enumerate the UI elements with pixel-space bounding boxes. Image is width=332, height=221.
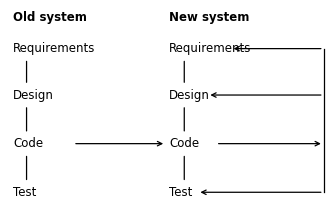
Text: Test: Test <box>13 186 37 199</box>
Text: Requirements: Requirements <box>169 42 252 55</box>
Text: Design: Design <box>169 89 210 101</box>
Text: Code: Code <box>169 137 200 150</box>
Text: Requirements: Requirements <box>13 42 96 55</box>
Text: Design: Design <box>13 89 54 101</box>
Text: Code: Code <box>13 137 43 150</box>
Text: Old system: Old system <box>13 11 87 24</box>
Text: Test: Test <box>169 186 193 199</box>
Text: New system: New system <box>169 11 250 24</box>
